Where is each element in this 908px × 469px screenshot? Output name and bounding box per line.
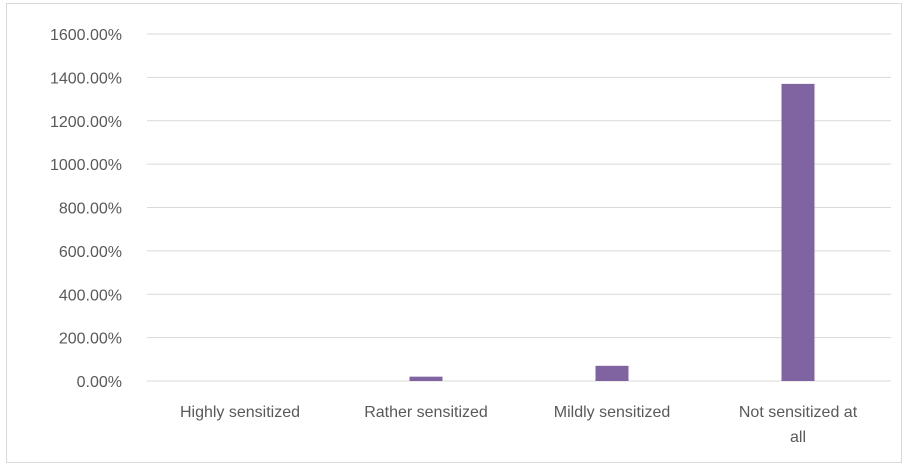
y-tick-label: 1600.00% xyxy=(50,27,122,44)
y-tick-label: 1000.00% xyxy=(50,157,122,174)
x-category-label: Not sensitized at xyxy=(739,404,858,421)
bar xyxy=(409,376,443,381)
x-category-label: Rather sensitized xyxy=(364,404,488,421)
bars xyxy=(409,83,815,381)
y-tick-label: 200.00% xyxy=(59,331,122,348)
x-category-label: Mildly sensitized xyxy=(554,404,670,421)
y-axis-tick-labels: 0.00% 200.00% 400.00% 600.00% 800.00% 1000.00… xyxy=(50,27,122,391)
bar xyxy=(595,365,629,381)
chart-frame xyxy=(6,3,902,463)
y-tick-label: 400.00% xyxy=(59,287,122,304)
y-tick-label: 600.00% xyxy=(59,244,122,261)
x-category-label: all xyxy=(790,429,806,446)
gridlines xyxy=(147,33,891,382)
y-tick-label: 0.00% xyxy=(77,374,122,391)
y-tick-label: 1400.00% xyxy=(50,70,122,87)
x-axis-category-labels: Highly sensitized Rather sensitized Mildly… xyxy=(180,404,858,446)
y-tick-label: 1200.00% xyxy=(50,114,122,131)
bar xyxy=(781,83,815,381)
y-tick-label: 800.00% xyxy=(59,201,122,218)
x-category-label: Highly sensitized xyxy=(180,404,300,421)
